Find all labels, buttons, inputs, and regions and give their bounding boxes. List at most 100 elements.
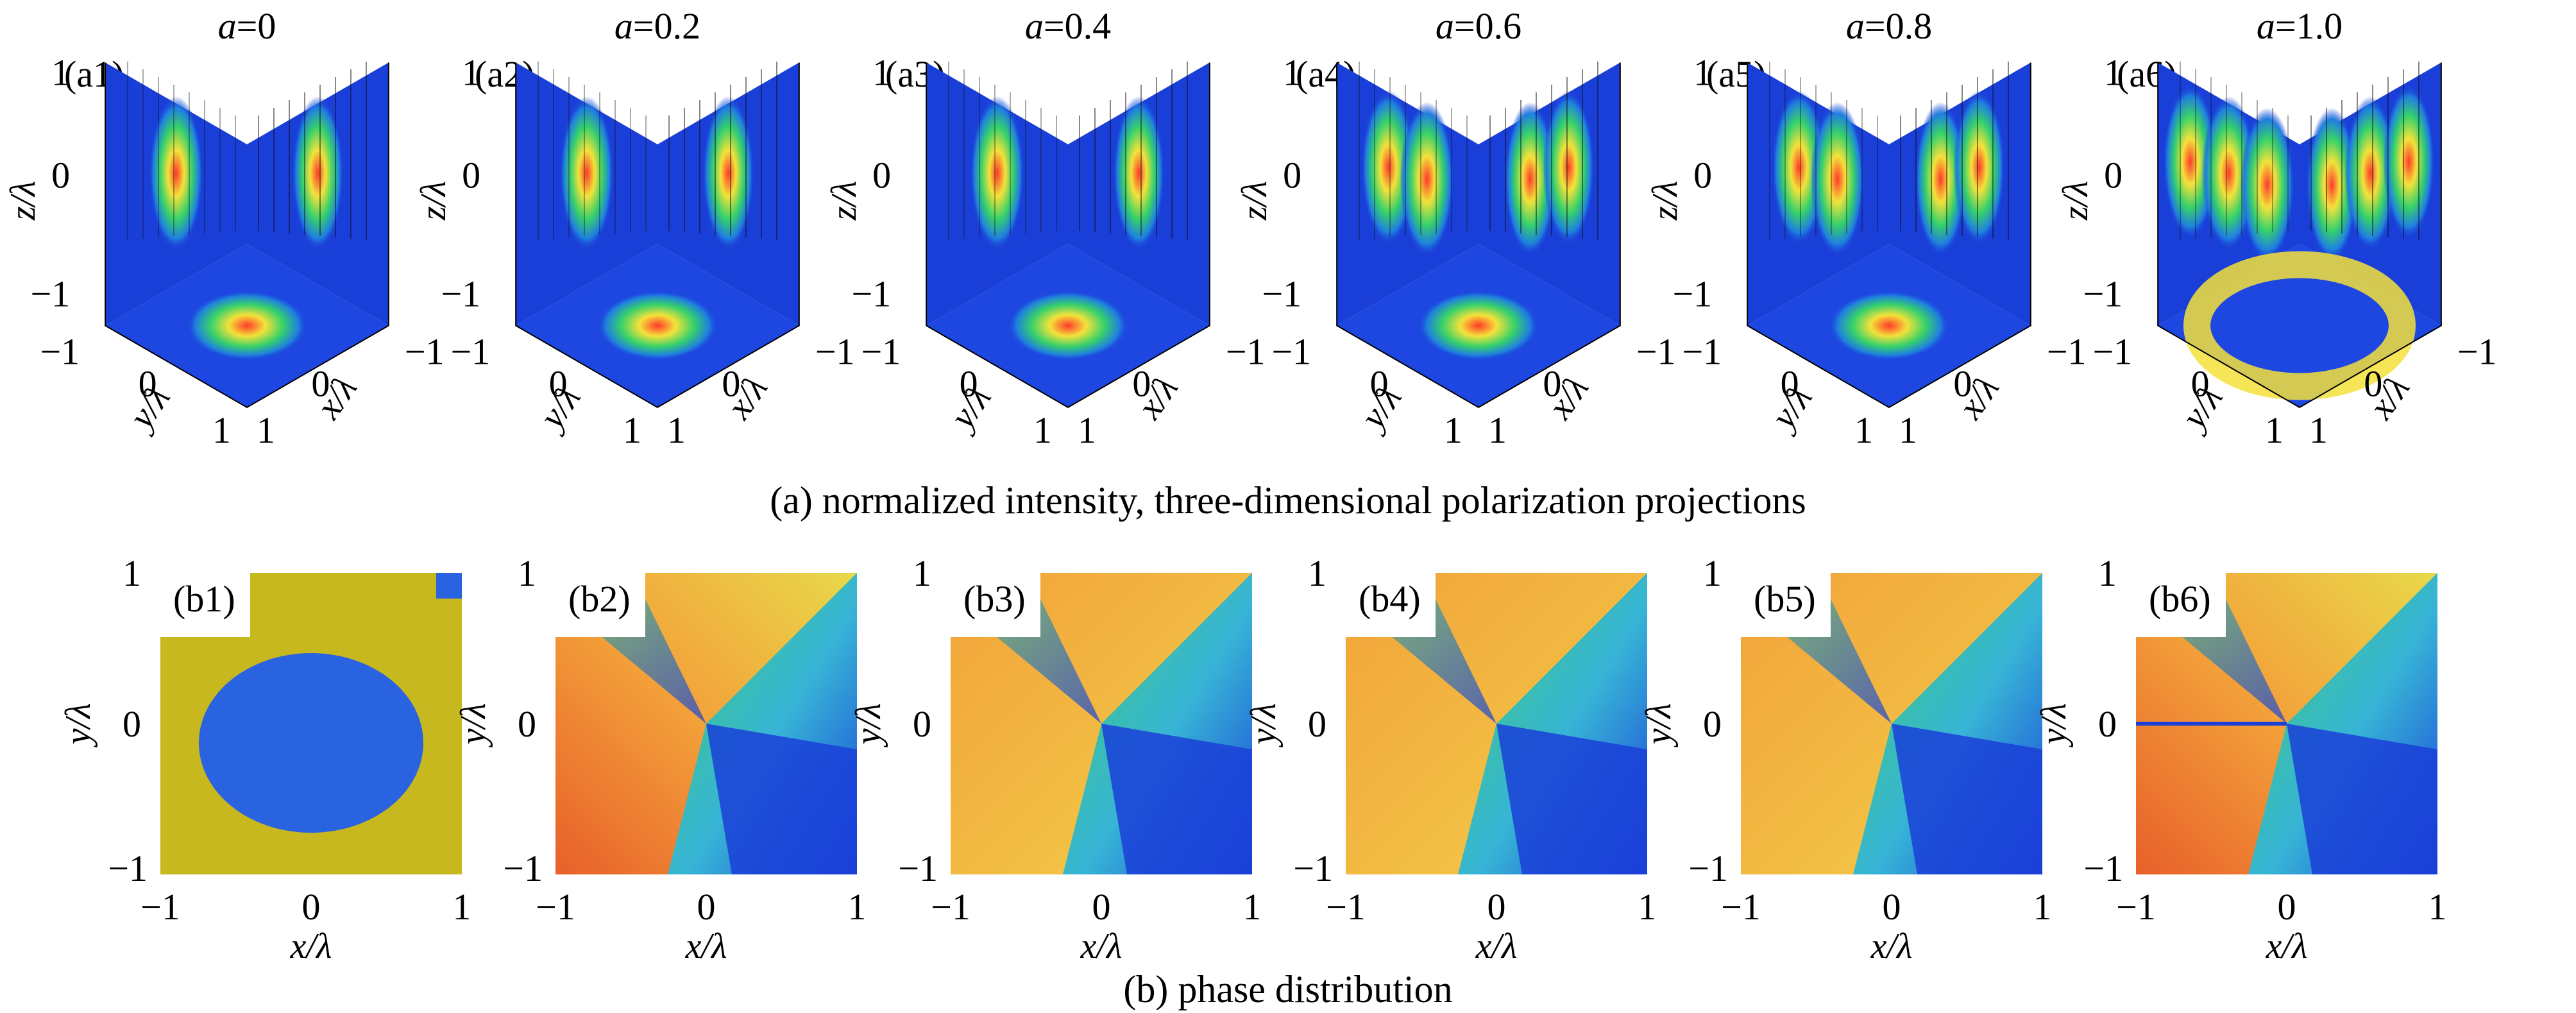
y-tick: 0: [1781, 363, 1799, 405]
y-tick: −1: [898, 847, 938, 889]
x-tick: 0: [1543, 363, 1561, 405]
y-tick: 1: [1444, 409, 1462, 451]
floor-spot: [597, 290, 718, 361]
y-tick: 1: [1703, 552, 1722, 594]
a-symbol: a: [1025, 5, 1044, 47]
y-tick: 1: [2098, 552, 2117, 594]
panel-label: (b6): [2149, 578, 2211, 620]
y-tick: 1: [913, 552, 931, 594]
x-tick: 1: [2428, 886, 2447, 928]
y-tick: 1: [123, 552, 141, 594]
x-tick: 1: [1488, 409, 1507, 451]
y-tick: −1: [1682, 331, 1722, 373]
x-tick: −1: [931, 886, 970, 928]
row-a: a=0(a1)10−1z/λ−101y/λ−101x/λa=0.2(a2)10−…: [3, 5, 2496, 451]
y-tick: 0: [1703, 703, 1722, 745]
y-axis-label: y/λ: [941, 379, 999, 438]
z-tick: −1: [30, 273, 70, 315]
y-tick: 0: [549, 363, 568, 405]
left-wall-spot: [970, 96, 1024, 250]
panel-label: (b2): [568, 578, 631, 620]
label-notch: [2136, 560, 2226, 637]
x-tick: 1: [1243, 886, 1262, 928]
floor-spot: [1418, 290, 1539, 361]
y-axis-label: y/λ: [2034, 703, 2074, 748]
right-wall-spot: [2383, 85, 2435, 239]
label-notch: [1346, 560, 1436, 637]
z-tick: 0: [1283, 155, 1301, 196]
y-axis-label: y/λ: [453, 703, 493, 748]
right-wall-spot: [1504, 102, 1556, 256]
x-tick: −1: [2047, 331, 2087, 373]
panel-b1: (b1) 1 0 −1 y/λ −1 0 1 x/λ: [58, 552, 471, 966]
x-tick: 0: [697, 886, 716, 928]
left-wall-spot: [1400, 102, 1454, 256]
y-axis-label: y/λ: [1762, 379, 1820, 438]
y-axis-label: y/λ: [530, 379, 589, 438]
y-tick: 1: [1033, 409, 1052, 451]
panel-label: (b1): [173, 578, 235, 620]
x-tick: 1: [1899, 409, 1917, 451]
x-tick: 1: [2033, 886, 2052, 928]
y-axis-label: y/λ: [849, 703, 888, 748]
x-tick: 0: [1487, 886, 1506, 928]
floor-spot: [1007, 290, 1129, 361]
y-tick: 0: [518, 703, 536, 745]
x-tick: −1: [1721, 886, 1761, 928]
label-notch: [951, 560, 1040, 637]
x-tick: 0: [311, 363, 330, 405]
x-tick: 0: [722, 363, 740, 405]
y-tick: −1: [450, 331, 490, 373]
right-wall-spot: [1543, 90, 1595, 244]
z-tick: 1: [1693, 52, 1712, 94]
cube-edge: [1747, 62, 2031, 409]
row-b-caption: (b) phase distribution: [1123, 968, 1452, 1010]
y-tick: −1: [108, 847, 148, 889]
panel-title: a=0.2: [614, 5, 700, 47]
x-axis-label: x/λ: [290, 926, 332, 966]
x-axis-label: x/λ: [1080, 926, 1123, 966]
right-wall-spot: [1915, 102, 1967, 256]
left-wall-spot: [149, 96, 203, 250]
panel-b3: (b3) 1 0 −1 y/λ −1 0 1 x/λ: [849, 552, 1262, 966]
phase-sector: [1496, 724, 1647, 874]
y-tick: 1: [1854, 409, 1873, 451]
x-tick: 1: [1078, 409, 1096, 451]
x-axis-label: x/λ: [1870, 926, 1913, 966]
left-wall-spot: [2240, 108, 2294, 262]
label-notch: [160, 560, 250, 637]
panel-title: a=1.0: [2257, 5, 2343, 47]
phase-corner: [436, 573, 462, 599]
z-tick: 1: [1283, 52, 1301, 94]
z-axis-label: z/λ: [824, 181, 864, 221]
y-axis-label: y/λ: [1244, 703, 1284, 748]
y-tick: 0: [2098, 703, 2117, 745]
a-value: =0.8: [1865, 5, 1932, 47]
x-tick: 0: [1883, 886, 1901, 928]
a-value: =0: [237, 5, 276, 47]
z-tick: 0: [1693, 155, 1712, 196]
y-tick: 0: [123, 703, 141, 745]
a-symbol: a: [1436, 5, 1454, 47]
y-tick: −1: [1688, 847, 1728, 889]
x-axis-label: x/λ: [1475, 926, 1518, 966]
floor-spot: [186, 290, 308, 361]
y-tick: −1: [861, 331, 901, 373]
panel-title: a=0.6: [1436, 5, 1521, 47]
y-tick: −1: [503, 847, 543, 889]
y-tick: 1: [2265, 409, 2284, 451]
z-axis-label: z/λ: [2056, 181, 2096, 221]
label-notch: [1741, 560, 1831, 637]
x-tick: 0: [302, 886, 321, 928]
x-tick: −1: [2116, 886, 2156, 928]
x-tick: −1: [1326, 886, 1366, 928]
panel-title: a=0.4: [1025, 5, 1111, 47]
panel-b6: (b6) 1 0 −1 y/λ −1 0 1 x/λ: [2034, 552, 2447, 966]
x-tick: 1: [848, 886, 867, 928]
row-a-caption: (a) normalized intensity, three-dimensio…: [770, 479, 1806, 522]
panel-label: (b3): [963, 578, 1026, 620]
